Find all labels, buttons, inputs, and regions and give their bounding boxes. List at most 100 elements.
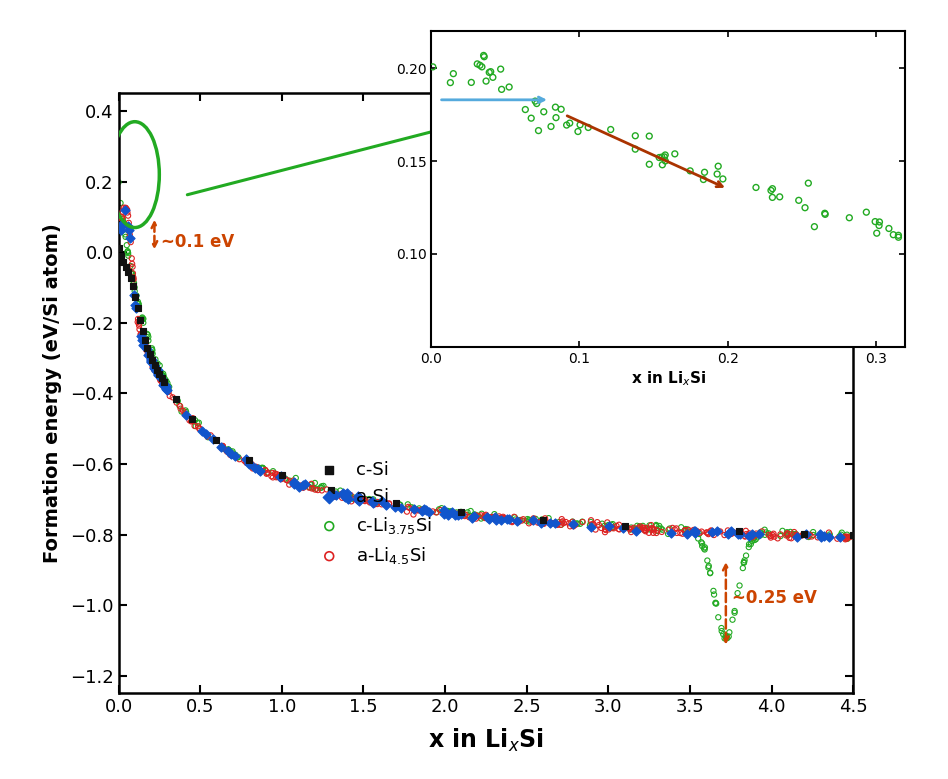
Point (135, 312, 150, 325)
Point (353, 492, 368, 505)
X-axis label: x in Li$_x$Si: x in Li$_x$Si (630, 370, 706, 389)
Point (328, 488, 343, 501)
Point (182, 414, 197, 427)
Point (292, 481, 307, 493)
Point (470, 509, 485, 522)
Point (678, 523, 693, 535)
Point (727, 605, 742, 617)
Point (161, 381, 176, 393)
Point (529, 97, 544, 110)
Point (730, 587, 745, 599)
Point (658, 155, 673, 167)
Point (468, 513, 483, 525)
Point (611, 523, 627, 536)
Point (225, 449, 240, 462)
Point (307, 477, 322, 489)
Point (118, 228, 133, 241)
Point (120, 247, 136, 259)
Point (544, 517, 559, 530)
Point (763, 530, 778, 542)
Point (111, 241, 126, 254)
Point (214, 442, 229, 454)
Point (601, 519, 616, 531)
Point (209, 435, 224, 447)
Point (144, 342, 159, 354)
Point (369, 497, 384, 509)
Point (120, 245, 136, 258)
Point (629, 520, 645, 532)
Point (400, 498, 415, 510)
Point (720, 524, 736, 537)
Point (496, 512, 511, 524)
Point (784, 527, 799, 540)
Point (568, 519, 583, 531)
Point (298, 480, 313, 492)
Point (469, 58, 484, 70)
Point (121, 217, 137, 229)
Point (443, 76, 458, 89)
Point (703, 524, 719, 537)
Point (800, 530, 815, 542)
Point (145, 354, 160, 366)
Point (113, 197, 128, 210)
Point (278, 472, 293, 485)
Point (366, 496, 381, 509)
Point (150, 364, 165, 376)
Point (720, 527, 735, 540)
Point (627, 524, 642, 537)
Point (507, 511, 522, 523)
Point (431, 503, 447, 516)
Point (145, 359, 160, 372)
Point (439, 507, 454, 520)
Point (555, 515, 570, 527)
Point (644, 519, 659, 531)
Point (136, 316, 151, 329)
Point (700, 527, 715, 539)
Point (485, 71, 501, 83)
Point (159, 379, 174, 392)
Legend: c-Si, a-Si, c-Li$_{3.75}$Si, a-Li$_{4.5}$Si: c-Si, a-Si, c-Li$_{3.75}$Si, a-Li$_{4.5}… (311, 461, 432, 566)
Point (713, 525, 728, 538)
Point (626, 522, 641, 534)
Point (717, 632, 732, 644)
Point (686, 525, 702, 538)
Point (532, 516, 547, 528)
Point (335, 489, 350, 502)
Point (462, 511, 477, 523)
Point (797, 202, 812, 214)
Point (597, 526, 612, 538)
Point (341, 492, 356, 505)
Point (337, 490, 353, 502)
Point (366, 493, 381, 506)
Point (319, 483, 335, 495)
Point (843, 530, 858, 542)
Point (214, 441, 229, 453)
Point (882, 222, 897, 234)
Point (328, 485, 343, 498)
Point (686, 523, 702, 536)
Point (185, 412, 200, 425)
Point (190, 417, 205, 429)
Point (118, 261, 134, 273)
Point (757, 523, 773, 536)
Point (520, 513, 535, 525)
Point (648, 527, 664, 539)
Point (784, 532, 799, 545)
Point (573, 517, 588, 530)
Point (123, 259, 138, 272)
Text: ~0.1 eV: ~0.1 eV (161, 233, 234, 251)
Point (541, 512, 556, 524)
Point (339, 487, 355, 499)
Point (159, 383, 174, 396)
Point (496, 510, 511, 523)
Point (247, 461, 263, 474)
Point (468, 509, 483, 521)
Point (526, 512, 541, 524)
Point (738, 530, 753, 543)
Point (511, 516, 526, 528)
Point (140, 348, 155, 361)
Point (867, 215, 883, 227)
Point (737, 556, 752, 569)
Point (736, 562, 751, 574)
Point (254, 462, 269, 474)
